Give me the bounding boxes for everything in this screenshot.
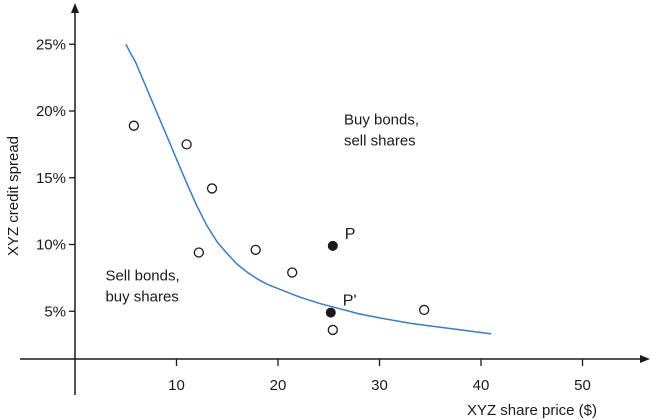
x-tick-label: 40 [473, 377, 490, 394]
y-tick-label: 5% [44, 303, 66, 320]
region-annotation: Buy bonds, sell shares [344, 111, 419, 149]
point-label: P [345, 226, 356, 243]
y-tick-label: 25% [36, 36, 66, 53]
open-data-point [419, 304, 430, 316]
axes [20, 3, 650, 395]
open-points [128, 120, 430, 336]
filled-points: P P' [325, 226, 357, 318]
open-data-point [250, 244, 261, 255]
annotation-line: Sell bonds, [105, 268, 179, 285]
y-ticks: 5% 10% 15% 20% 25% [36, 36, 75, 320]
filled-data-point [325, 307, 336, 318]
region-annotation: Sell bonds, buy shares [105, 268, 179, 306]
open-data-point [287, 267, 298, 278]
open-data-point [193, 247, 204, 258]
x-tick-label: 30 [371, 377, 388, 394]
annotation-line: sell shares [344, 132, 416, 149]
x-ticks: 10 20 30 40 50 [168, 359, 591, 394]
annotation-line: buy shares [105, 289, 178, 306]
y-tick-label: 15% [36, 170, 66, 187]
open-data-point [181, 139, 192, 150]
x-axis-label: XYZ share price ($) [467, 402, 597, 419]
y-tick-label: 10% [36, 237, 66, 254]
point-label: P' [343, 293, 357, 310]
x-tick-label: 10 [168, 377, 185, 394]
x-tick-label: 50 [574, 377, 591, 394]
indifference-curve [125, 43, 492, 335]
annotations: Buy bonds, sell shares Sell bonds, buy shar… [105, 111, 419, 305]
open-data-point [206, 183, 218, 194]
y-tick-label: 20% [36, 103, 66, 120]
filled-data-point [327, 240, 338, 251]
x-tick-label: 20 [270, 377, 287, 394]
open-data-point [327, 324, 338, 336]
annotation-line: Buy bonds, [344, 111, 419, 128]
open-data-point [128, 120, 140, 131]
y-axis-label: XYZ credit spread [5, 136, 22, 256]
